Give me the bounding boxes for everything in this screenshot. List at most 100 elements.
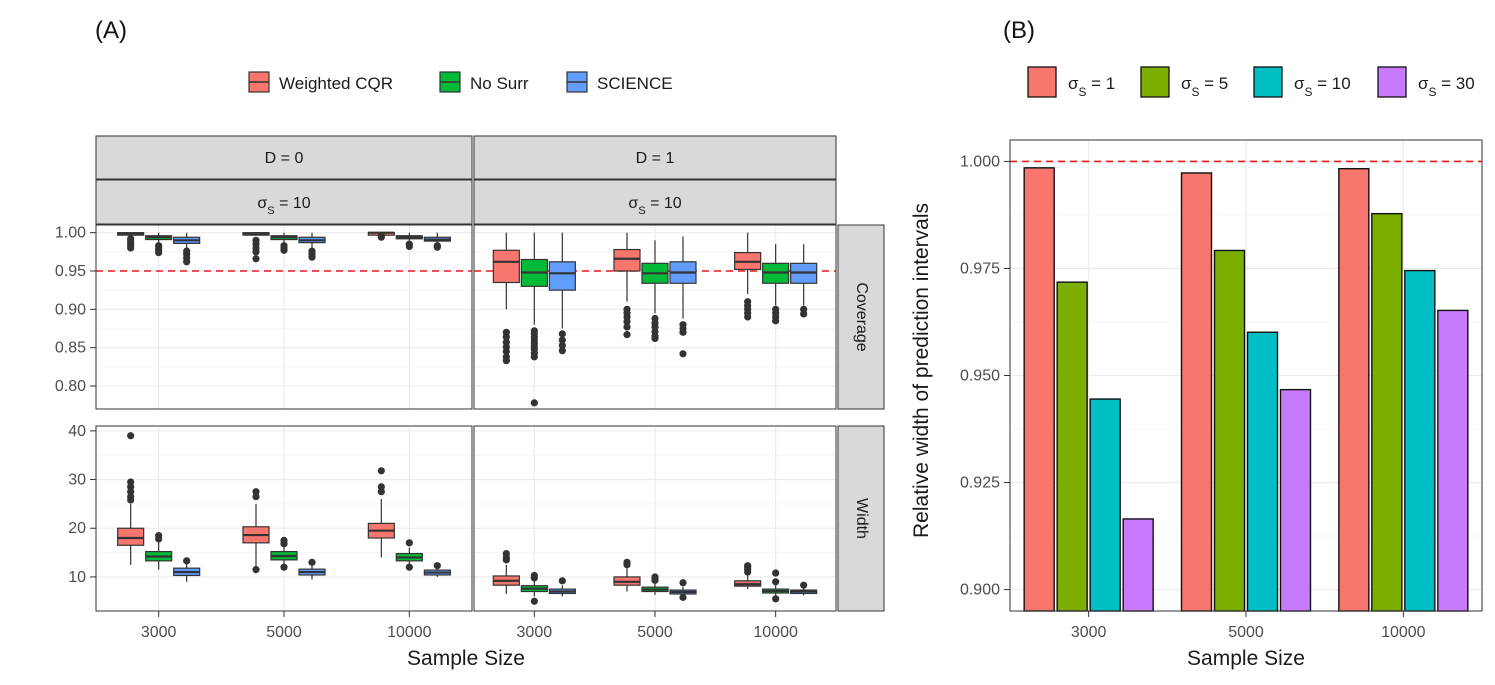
y-tick-label: 30 — [68, 472, 86, 489]
x-tick-label: 5000 — [1228, 624, 1264, 641]
strip-row — [837, 224, 885, 410]
box-weighted-cqr — [613, 558, 641, 592]
outlier-point — [405, 242, 413, 251]
box-science — [548, 577, 576, 597]
strip-row — [837, 425, 885, 612]
outlier-point — [502, 347, 510, 356]
legend-swatch — [1140, 66, 1170, 98]
box-science — [790, 244, 818, 318]
outlier-point — [772, 317, 780, 325]
outlier-point — [252, 248, 260, 256]
y-tick-label: 0.95 — [55, 263, 86, 280]
outlier-point — [183, 557, 191, 565]
y-tick-label: 0.85 — [55, 340, 86, 357]
outlier-point — [623, 331, 631, 339]
strip-d-label: D = 1 — [636, 150, 675, 167]
outlier-point — [502, 333, 510, 341]
box-weighted-cqr — [492, 549, 520, 594]
strip-row-label: Width — [853, 498, 870, 539]
box-science — [423, 232, 451, 251]
box-weighted-cqr — [492, 232, 520, 365]
box-no-surr — [270, 232, 298, 254]
bar-sigma-30-5000 — [1279, 388, 1312, 612]
outlier-point — [377, 467, 385, 475]
outlier-point — [679, 579, 687, 587]
y-tick-label: 1.00 — [55, 225, 86, 242]
box-body — [548, 261, 576, 291]
outlier-point — [502, 357, 510, 365]
legend-label: SCIENCE — [597, 74, 673, 93]
bar-sigma-10-10000 — [1404, 269, 1436, 612]
box-no-surr — [270, 536, 298, 571]
outlier-point — [530, 353, 538, 361]
outlier-point — [623, 323, 631, 331]
outlier-point — [800, 310, 808, 318]
y-tick-label: 0.80 — [55, 378, 86, 395]
box-body — [117, 527, 145, 546]
legend-key-sigma-1: σS = 1 — [1027, 66, 1115, 99]
y-tick-label: 10 — [68, 569, 86, 586]
bar-sigma-5-3000 — [1056, 281, 1088, 612]
outlier-point — [530, 571, 538, 580]
legend-label: No Surr — [470, 74, 529, 93]
outlier-point — [280, 540, 288, 548]
x-tick-label: 10000 — [753, 624, 798, 641]
outlier-point — [377, 233, 385, 241]
panel-border — [473, 224, 837, 410]
x-tick-label: 3000 — [517, 624, 553, 641]
outlier-point — [127, 496, 135, 504]
box-weighted-cqr — [734, 232, 762, 321]
strip-sigma — [473, 179, 837, 225]
legend-key-sigma-5: σS = 5 — [1140, 66, 1228, 99]
box-science — [790, 581, 818, 596]
y-axis-title: Relative width of prediction intervals — [910, 203, 933, 538]
panel-border — [95, 224, 473, 410]
y-tick-label: 0.950 — [960, 368, 1000, 385]
panel-b-label: (B) — [1003, 17, 1035, 44]
box-no-surr — [395, 539, 423, 571]
outlier-point — [405, 539, 413, 547]
x-tick-label: 3000 — [141, 624, 177, 641]
panel-a-label: (A) — [95, 17, 127, 44]
outlier-point — [651, 573, 659, 581]
box-no-surr — [145, 531, 173, 570]
panel-width-d1 — [473, 425, 837, 612]
outlier-point — [308, 253, 316, 261]
outlier-point — [772, 569, 780, 577]
legend-swatch — [1027, 66, 1057, 98]
outlier-point — [558, 336, 566, 344]
legend-label: σS = 30 — [1418, 74, 1475, 99]
bar-sigma-5-5000 — [1213, 249, 1246, 612]
outlier-point — [308, 558, 316, 566]
outlier-point — [252, 566, 260, 574]
legend-label: Weighted CQR — [279, 74, 393, 93]
legend-label: σS = 1 — [1068, 74, 1115, 99]
outlier-point — [127, 432, 135, 440]
legend-key-weighted-cqr: Weighted CQR — [248, 71, 393, 93]
y-tick-label: 0.975 — [960, 260, 1000, 277]
box-no-surr — [641, 240, 669, 343]
bar-sigma-10-3000 — [1089, 398, 1121, 612]
legend-a: Weighted CQR No Surr SCIENCE — [248, 71, 673, 93]
strip-sigma-label: σS = 10 — [628, 195, 681, 217]
box-weighted-cqr — [117, 232, 145, 252]
box-weighted-cqr — [613, 232, 641, 339]
box-weighted-cqr — [734, 562, 762, 590]
box-weighted-cqr — [242, 232, 270, 263]
x-tick-label: 10000 — [1381, 624, 1426, 641]
legend-key-no-surr: No Surr — [439, 71, 529, 93]
box-science — [423, 562, 451, 577]
y-tick-label: 0.900 — [960, 582, 1000, 599]
legend-key-sigma-30: σS = 30 — [1377, 66, 1475, 99]
outlier-point — [377, 488, 385, 496]
strip-d — [95, 135, 473, 180]
panel-width-d0 — [95, 425, 473, 612]
outlier-point — [558, 347, 566, 355]
bar-sigma-30-10000 — [1437, 309, 1469, 612]
box-no-surr — [145, 232, 173, 257]
x-axis-title: Sample Size — [1187, 647, 1305, 670]
box-no-surr — [762, 244, 790, 325]
box-body — [492, 249, 520, 284]
x-tick-label: 5000 — [266, 624, 302, 641]
outlier-point — [502, 549, 510, 558]
